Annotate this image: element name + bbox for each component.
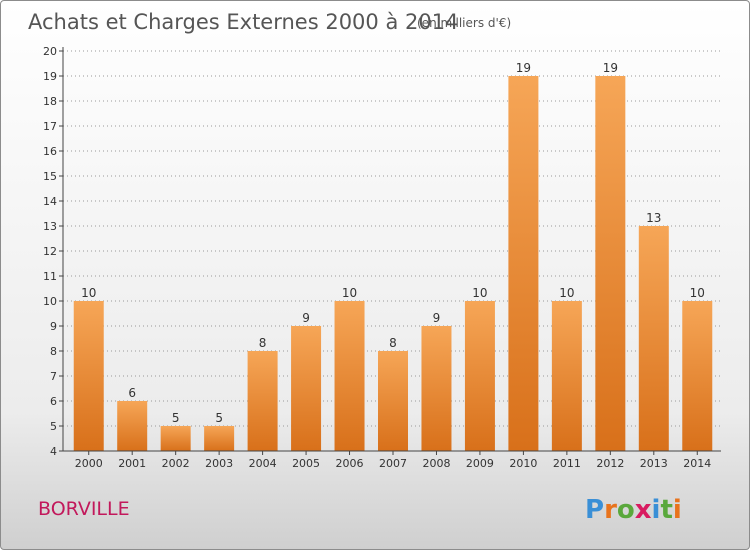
- x-tick-label-2010: 2010: [509, 457, 537, 470]
- bar-2004: [247, 351, 278, 451]
- data-label-2004: 8: [259, 336, 267, 350]
- data-label-2008: 9: [433, 311, 441, 325]
- x-tick-label-2004: 2004: [249, 457, 277, 470]
- y-tick-label: 20: [43, 45, 57, 58]
- x-tick-label-2014: 2014: [683, 457, 711, 470]
- data-label-2010: 19: [516, 61, 531, 75]
- bar-2006: [334, 301, 365, 451]
- logo-letter: t: [660, 495, 672, 525]
- logo-letter: i: [673, 495, 682, 525]
- data-label-2012: 19: [603, 61, 618, 75]
- data-label-2001: 6: [128, 386, 136, 400]
- y-tick-label: 18: [43, 95, 57, 108]
- bar-2009: [464, 301, 495, 451]
- logo-letter: r: [604, 495, 617, 525]
- data-label-2003: 5: [215, 411, 223, 425]
- chart-subtitle: (en milliers d'€): [417, 16, 511, 30]
- x-tick-label-2011: 2011: [553, 457, 581, 470]
- y-tick-label: 16: [43, 145, 57, 158]
- y-tick-label: 9: [50, 320, 57, 333]
- logo-letter: x: [635, 495, 652, 525]
- x-tick-label-2013: 2013: [640, 457, 668, 470]
- data-label-2014: 10: [690, 286, 705, 300]
- data-label-2006: 10: [342, 286, 357, 300]
- bar-2007: [378, 351, 408, 451]
- x-tick-label-2006: 2006: [336, 457, 364, 470]
- bar-2005: [291, 326, 322, 451]
- logo-letter: i: [652, 495, 661, 525]
- bar-2001: [117, 401, 148, 451]
- x-tick-label-2007: 2007: [379, 457, 407, 470]
- y-tick-label: 11: [43, 270, 57, 283]
- y-tick-label: 4: [50, 445, 57, 458]
- y-tick-label: 19: [43, 70, 57, 83]
- y-tick-label: 17: [43, 120, 57, 133]
- y-tick-label: 5: [50, 420, 57, 433]
- proxiti-logo: Proxiti: [585, 495, 682, 525]
- data-label-2009: 10: [472, 286, 487, 300]
- x-tick-label-2002: 2002: [162, 457, 190, 470]
- bar-2014: [682, 301, 713, 451]
- x-tick-label-2009: 2009: [466, 457, 494, 470]
- y-tick-label: 12: [43, 245, 57, 258]
- data-label-2002: 5: [172, 411, 180, 425]
- axis-layer: 4 5 6 7 8 9 10 11 12 13 14 15 16 17 18 19 20 2000 2001 2002…: [43, 45, 721, 470]
- bar-2010: [508, 76, 539, 451]
- x-tick-label-2000: 2000: [75, 457, 103, 470]
- logo-letter: o: [617, 495, 635, 525]
- x-tick-label-2001: 2001: [118, 457, 146, 470]
- x-tick-label-2003: 2003: [205, 457, 233, 470]
- data-label-2005: 9: [302, 311, 310, 325]
- y-tick-label: 14: [43, 195, 57, 208]
- data-label-2011: 10: [559, 286, 574, 300]
- y-tick-label: 7: [50, 370, 57, 383]
- bar-2011: [551, 301, 582, 451]
- logo-letter: P: [585, 495, 604, 525]
- chart-title: Achats et Charges Externes 2000 à 2014: [28, 10, 458, 34]
- bar-2002: [160, 426, 191, 451]
- y-tick-label: 8: [50, 345, 57, 358]
- bar-2012: [595, 76, 626, 451]
- y-tick-label: 6: [50, 395, 57, 408]
- place-name: BORVILLE: [38, 498, 130, 520]
- data-label-2007: 8: [389, 336, 397, 350]
- data-label-2000: 10: [81, 286, 96, 300]
- bar-2000: [73, 301, 104, 451]
- data-label-2013: 13: [646, 211, 661, 225]
- x-tick-label-2012: 2012: [596, 457, 624, 470]
- y-tick-label: 10: [43, 295, 57, 308]
- bar-2003: [204, 426, 235, 451]
- bar-2008: [421, 326, 452, 451]
- x-tick-label-2005: 2005: [292, 457, 320, 470]
- y-tick-label: 15: [43, 170, 57, 183]
- y-tick-label: 13: [43, 220, 57, 233]
- bars-layer: 10 6 5 5 8 9 10 8 9 10 19 10 19 13 10: [73, 61, 713, 451]
- x-tick-label-2008: 2008: [422, 457, 450, 470]
- bar-2013: [638, 226, 669, 451]
